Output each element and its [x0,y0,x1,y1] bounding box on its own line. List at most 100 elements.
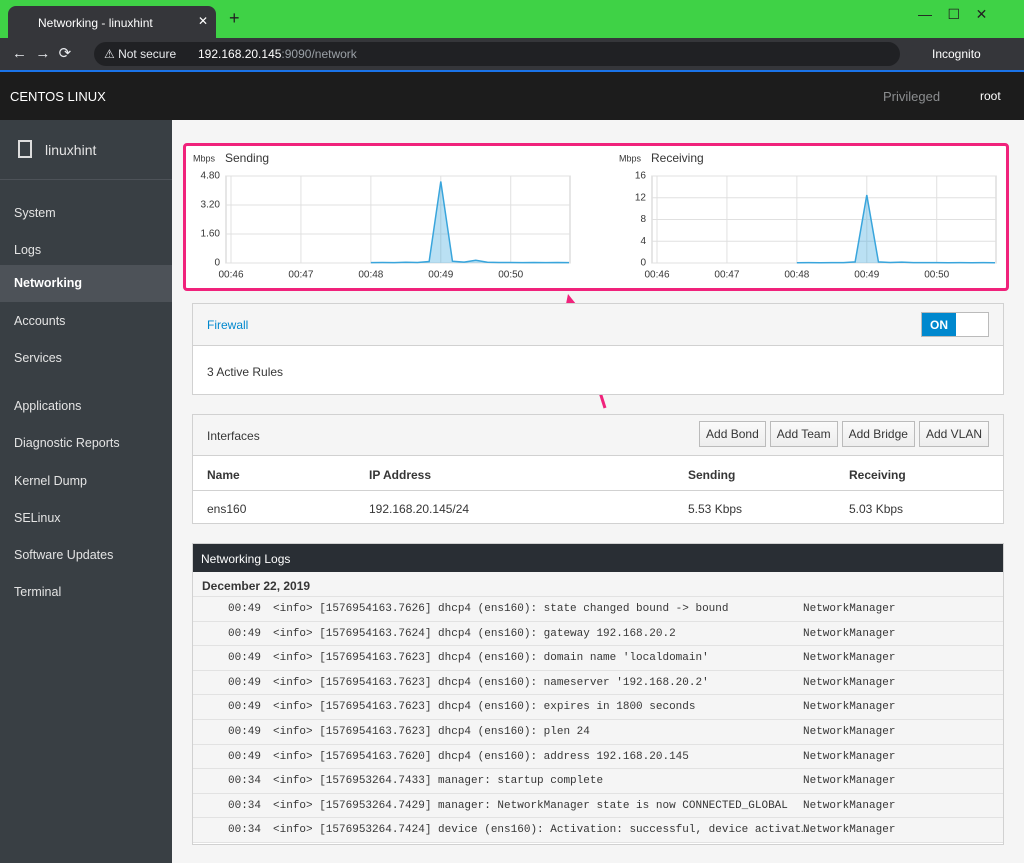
y-tick-label: 4 [640,236,646,247]
log-time: 00:34 [228,799,262,812]
log-message: <info> [1576953264.7424] device (ens160)… [273,824,808,837]
log-message: <info> [1576954163.7623] dhcp4 (ens160):… [273,676,709,689]
log-row[interactable]: 00:49 <info> [1576954163.7624] dhcp4 (ens… [193,621,1003,647]
log-row[interactable]: 00:49 <info> [1576954163.7623] dhcp4 (ens… [193,670,1003,696]
nav-item[interactable]: SELinux [14,511,61,525]
log-time: 00:49 [228,701,262,714]
rules: 3 Active Rules [207,365,284,379]
log-row[interactable]: 00:34 <info> [1576953264.7433] manager: s… [193,769,1003,794]
row-divider [193,490,1003,491]
host[interactable]: linuxhint [45,142,97,158]
column-header: Name [207,468,240,482]
chart-title: Receiving [651,151,704,165]
log-time: 00:49 [228,627,262,640]
new-tab[interactable]: + [229,8,240,28]
column-header: Receiving [849,468,906,482]
nav-buttons[interactable]: ← → ⟳ [12,45,72,62]
nav-item[interactable]: Applications [14,399,82,413]
window-controls[interactable]: — ☐ ✕ [918,6,988,22]
brand: CENTOS LINUX [10,89,106,104]
nav-item[interactable]: Logs [14,243,42,257]
cell: ens160 [207,502,247,516]
log-source: NetworkManager [803,799,896,812]
y-tick-label: 8 [640,214,646,225]
privileged[interactable]: Privileged [883,89,941,104]
y-tick-label: 4.80 [201,171,221,182]
log-time: 00:49 [228,750,262,763]
y-unit: Mbps [619,153,642,163]
log-row[interactable]: 00:49 <info> [1576954163.7623] dhcp4 (ens… [193,695,1003,720]
log-source: NetworkManager [803,652,896,665]
log-source: NetworkManager [803,775,896,788]
tab-title: Networking - linuxhint [38,16,153,30]
x-tick-label: 00:49 [428,270,453,281]
log-row[interactable]: 00:49 <info> [1576954163.7623] dhcp4 (ens… [193,646,1003,671]
charts: Sending Mbps 0 1.60 3.20 4.80 00:46 00:47 00:48 0… [193,151,997,281]
log-source: NetworkManager [803,824,896,837]
log-row[interactable]: 00:49 <info> [1576954163.7620] dhcp4 (ens… [193,744,1003,770]
log-time: 00:49 [228,603,262,615]
log-source: NetworkManager [803,603,896,615]
log-time: 00:34 [228,824,262,837]
x-tick-label: 00:46 [644,270,669,281]
log-message: <info> [1576954163.7623] dhcp4 (ens160):… [273,726,590,738]
firewall-link[interactable]: Firewall [207,318,249,332]
log-message: <info> [1576954163.7623] dhcp4 (ens160):… [273,652,709,665]
x-tick-label: 00:50 [498,270,523,281]
log-time: 00:49 [228,726,262,738]
log-time: 00:49 [228,652,262,665]
log-source: NetworkManager [803,726,896,738]
sidebar: linuxhint System Logs Networking Accounts Se… [0,120,172,863]
tab-bar: Networking - linuxhint ✕ + — ☐ ✕ [0,0,1024,38]
security: ⚠ Not secure [104,47,177,61]
button[interactable]: Add VLAN [918,421,989,447]
x-tick-label: 00:49 [854,270,879,281]
x-tick-label: 00:47 [714,270,739,281]
cell: 5.03 Kbps [849,502,904,516]
log-source: NetworkManager [803,701,896,714]
log-source: NetworkManager [803,750,896,763]
column-header: Sending [688,468,736,482]
log-row[interactable]: 00:49 <info> [1576954163.7626] dhcp4 (ens… [193,597,1003,622]
column-header: IP Address [369,468,432,482]
x-tick-label: 00:50 [924,270,949,281]
nav-item[interactable]: Services [14,351,62,365]
nav-item[interactable]: Networking [0,265,172,302]
button[interactable]: Add Team [769,421,838,447]
tab[interactable]: Networking - linuxhint ✕ [8,6,216,38]
header: CENTOS LINUX Privileged root [0,72,1024,120]
button[interactable]: Add Bond [699,421,766,447]
button[interactable]: Add Bridge [841,421,915,447]
log-row[interactable]: 00:49 <info> [1576954163.7623] dhcp4 (ens… [193,720,1003,745]
y-tick-label: 12 [635,192,647,203]
nav-item[interactable]: Diagnostic Reports [14,436,120,450]
nav-item[interactable]: Software Updates [14,548,114,562]
nav-item[interactable]: Terminal [14,585,62,599]
nav-item[interactable]: Accounts [14,314,66,328]
y-tick-label: 16 [635,171,647,182]
x-tick-label: 00:47 [288,270,313,281]
nav-item[interactable]: Kernel Dump [14,474,87,488]
logs-date: December 22, 2019 [193,572,1003,597]
y-tick-label: 1.60 [201,229,221,240]
cell: 192.168.20.145/24 [369,502,470,516]
firewall-header: Firewall ON [193,304,1003,346]
nav-item[interactable]: System [14,206,56,220]
x-tick-label: 00:48 [358,270,383,281]
log-row[interactable]: 00:34 <info> [1576953264.7424] device (en… [193,818,1003,843]
y-tick-label: 3.20 [201,200,221,211]
url-host: 192.168.20.145 [198,47,282,61]
omnibox[interactable]: ⚠ Not secure 192.168.20.145:9090/network… [94,42,982,66]
toggle[interactable]: ON [921,312,989,337]
log-message: <info> [1576953264.7429] manager: Networ… [273,799,788,812]
log-time: 00:34 [228,775,262,788]
user-menu[interactable]: root [980,89,1001,103]
toggle-on: ON [922,313,956,336]
host-box: linuxhint [0,120,172,180]
close[interactable]: ✕ [198,14,209,28]
log-message: <info> [1576953264.7433] manager: startu… [273,775,604,788]
log-row[interactable]: 00:34 <info> [1576953264.7429] manager: N… [193,793,1003,819]
profile[interactable]: Incognito [906,45,982,63]
firewall-panel: Firewall ON 3 Active Rules [192,303,1004,395]
